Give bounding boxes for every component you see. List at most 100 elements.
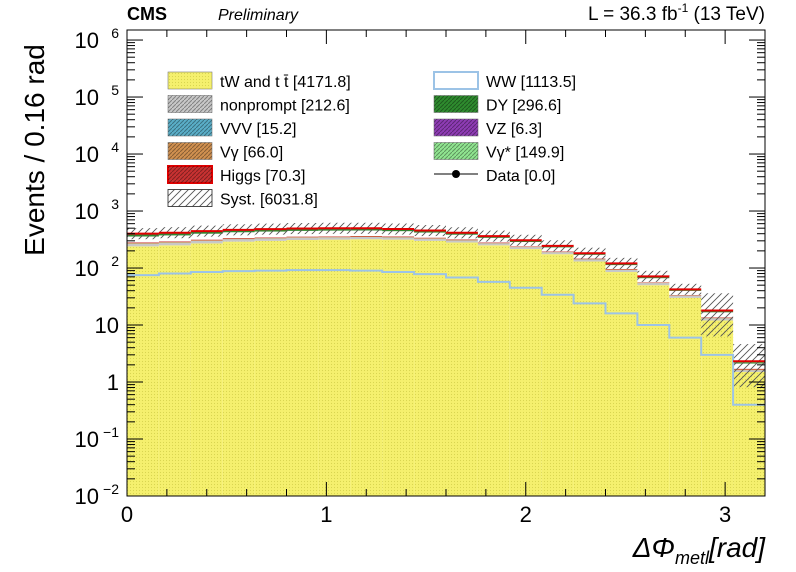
legend-swatch-hatch: [167, 189, 213, 207]
bar-ww: [127, 236, 159, 243]
experiment-label: CMS: [127, 4, 167, 24]
status-label: Preliminary: [218, 7, 299, 24]
legend-swatch-texture: [168, 95, 212, 113]
syst-bin: [701, 293, 734, 337]
bar-nonprompt: [127, 243, 159, 247]
legend-swatch-texture: [168, 142, 212, 160]
x-tick-label: 1: [320, 502, 332, 527]
legend-label-syst: Syst. [6031.8]: [220, 192, 318, 209]
bar-texture: [286, 240, 319, 496]
bar-texture: [509, 249, 542, 496]
bar-v-: [222, 238, 255, 240]
bar-nonprompt: [382, 237, 415, 240]
bar-higgs: [509, 246, 542, 247]
bar-higgs: [127, 242, 159, 243]
legend-swatch-texture: [168, 119, 212, 136]
bar-higgs: [158, 241, 191, 243]
y-tick-label: 10: [75, 85, 99, 110]
legend-label-tw-and-t-t: tW and t t̄ [4171.8]: [220, 74, 351, 91]
bar-texture: [541, 254, 574, 496]
bar-texture: [350, 239, 383, 497]
y-tick-exponent: −1: [103, 424, 119, 440]
bar-texture: [414, 240, 446, 496]
bar-texture: [701, 320, 734, 496]
bar-texture: [669, 297, 702, 496]
y-tick-exponent: 6: [111, 25, 119, 41]
bar-nonprompt: [509, 247, 542, 250]
outline-layer: [127, 227, 765, 406]
legend-label-v: Vγ [66.0]: [220, 145, 283, 162]
bar-nonprompt: [350, 237, 383, 240]
bar-higgs: [350, 235, 383, 237]
x-tick-label: 3: [719, 502, 731, 527]
x-tick-label: 2: [520, 502, 532, 527]
bar-texture: [477, 245, 510, 496]
bar-v-: [158, 242, 191, 243]
bar-higgs: [318, 236, 351, 237]
bar-higgs: [414, 237, 446, 239]
bar-higgs: [605, 268, 638, 270]
bar-nonprompt: [158, 242, 191, 246]
bar-v-: [605, 269, 638, 270]
bar-texture: [446, 242, 478, 496]
bar-v-: [254, 237, 287, 239]
bar-nonprompt: [477, 243, 510, 246]
bar-higgs: [477, 242, 510, 243]
bar-nonprompt: [637, 283, 670, 286]
bar-higgs: [541, 251, 574, 252]
bar-nonprompt: [605, 270, 638, 273]
bar-higgs: [286, 236, 319, 238]
bar-texture: [637, 285, 670, 496]
bar-texture: [127, 246, 159, 496]
bar-nonprompt: [573, 259, 606, 262]
bar-v-: [190, 240, 223, 241]
bar-nonprompt: [254, 238, 287, 241]
bar-texture: [382, 239, 415, 496]
bar-v-: [127, 242, 159, 244]
bar-nonprompt: [190, 241, 223, 244]
stack-layer: [127, 228, 765, 497]
bar-texture: [190, 243, 223, 496]
legend-label-vvv: VVV [15.2]: [220, 121, 297, 138]
y-tick-exponent: 3: [111, 196, 119, 212]
bar-v-: [350, 236, 383, 238]
bar-higgs: [222, 238, 255, 239]
legend-label-ww: WW [1113.5]: [486, 74, 576, 91]
bar-nonprompt: [541, 252, 574, 255]
y-tick-exponent: 5: [111, 82, 119, 98]
bar-nonprompt: [286, 237, 319, 241]
y-tick-label: 10: [75, 142, 99, 167]
x-axis-title: ΔΦmetl[rad]: [632, 532, 766, 568]
bar-nonprompt: [414, 238, 446, 241]
bar-higgs: [573, 258, 606, 260]
y-tick-label: 10: [75, 256, 99, 281]
legend-label-v: Vγ* [149.9]: [486, 145, 564, 162]
legend-swatch-texture: [168, 72, 212, 89]
bar-texture: [733, 371, 765, 496]
legend-label-data: Data [0.0]: [486, 168, 555, 185]
lumi-label: L = 36.3 fb-1 (13 TeV): [588, 1, 765, 25]
bar-higgs: [190, 239, 223, 241]
legend-label-nonprompt: nonprompt [212.6]: [220, 98, 350, 115]
bar-higgs: [446, 239, 478, 241]
x-tick-label: 0: [121, 502, 133, 527]
y-tick-label: 10: [95, 313, 119, 338]
y-tick-label: 10: [75, 28, 99, 53]
legend-swatch-texture: [434, 119, 478, 136]
legend: tW and t t̄ [4171.8] nonprompt [212.6] VVV…: [167, 71, 576, 209]
y-tick-label: 10: [75, 199, 99, 224]
bar-texture: [222, 241, 255, 496]
bar-v-: [382, 237, 415, 238]
legend-label-higgs: Higgs [70.3]: [220, 168, 305, 185]
legend-label-dy: DY [296.6]: [486, 98, 561, 115]
bar-higgs: [254, 237, 287, 238]
bar-nonprompt: [318, 237, 351, 240]
legend-swatch-texture: [168, 166, 212, 183]
bar-texture: [605, 272, 638, 496]
bar-v-: [286, 237, 319, 238]
bar-texture: [158, 245, 191, 496]
bar-texture: [573, 261, 606, 496]
y-axis-title: Events / 0.16 rad: [19, 44, 50, 256]
